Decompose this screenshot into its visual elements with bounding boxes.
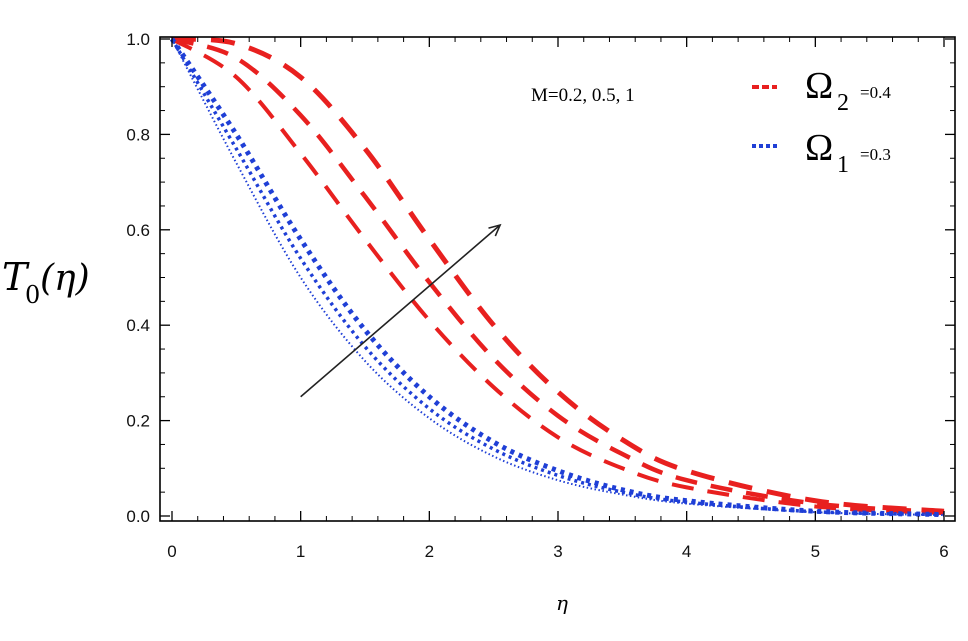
y-axis-title-arg: (η): [40, 258, 90, 299]
annotation-text: M=0.2, 0.5, 1: [531, 85, 635, 106]
x-tick-label: 6: [939, 542, 948, 561]
series-line-red-1: [171, 36, 945, 515]
x-tick-label: 4: [682, 542, 691, 561]
trend-arrow-shaft: [300, 224, 501, 398]
x-tick-label: 2: [425, 542, 434, 561]
y-tick-label: 0.6: [126, 221, 150, 240]
y-tick-label: 0.8: [126, 125, 150, 144]
series-line-blue-3: [169, 37, 945, 518]
legend-symbol-omega2: Ω: [805, 65, 833, 107]
legend-value-omega2: =0.4: [860, 83, 891, 102]
y-axis-title-main: T: [2, 255, 30, 299]
legend-symbol-omega1: Ω: [805, 127, 833, 169]
x-tick-label: 0: [167, 542, 176, 561]
y-tick-label: 0.0: [126, 507, 150, 526]
ticks-layer: 0 1 2 3 4 5 6 0.0 0.2 0.4 0.6 0.8 1.0: [126, 30, 955, 561]
arrow-layer: [300, 223, 502, 398]
legend-sub-omega2: 2: [837, 90, 849, 116]
trend-arrow-head: [488, 223, 502, 237]
y-axis-title: T 0 (η): [2, 255, 90, 309]
x-tick-label: 1: [296, 542, 305, 561]
y-tick-label: 1.0: [126, 30, 150, 49]
x-tick-label: 5: [811, 542, 820, 561]
x-axis-title: η: [556, 591, 568, 615]
series-line-blue-4: [170, 38, 945, 517]
series-layer: [169, 36, 945, 518]
y-tick-label: 0.4: [126, 316, 150, 335]
y-tick-label: 0.2: [126, 412, 150, 431]
legend-value-omega1: =0.3: [860, 145, 891, 164]
legend-sub-omega1: 1: [837, 152, 849, 178]
series-line-red-0: [170, 37, 945, 516]
x-tick-label: 3: [553, 542, 562, 561]
series-line-red-2: [171, 36, 945, 514]
y-axis-title-sub: 0: [25, 281, 40, 309]
legend: Ω 2 =0.4 Ω 1 =0.3: [752, 65, 891, 178]
